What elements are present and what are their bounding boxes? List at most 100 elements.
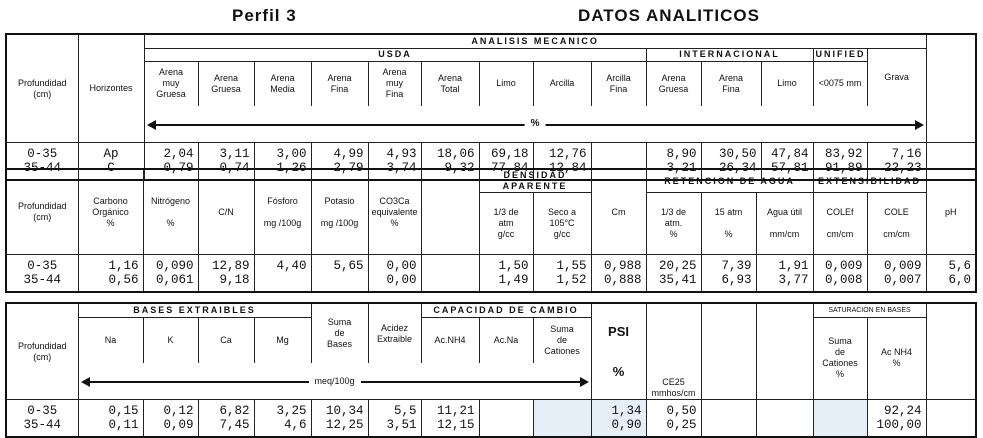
header-col-5: Potasio mg /100g (310, 168, 369, 255)
header-blank (700, 302, 757, 400)
header-col-7: Ac.NH4 (420, 317, 480, 363)
cell-value: 0,009 (884, 259, 922, 273)
s3-cell-2: 0,12 0,09 (142, 399, 199, 438)
header-blank (925, 33, 977, 143)
cell-value: Ap (103, 147, 119, 161)
s2-cell-2: 0,090 0,061 (142, 254, 199, 293)
arrow-right-icon (914, 120, 924, 130)
header-col-11: 1/3 de atm. % (645, 192, 702, 255)
header-col-14: Suma de Cationes % (812, 316, 868, 400)
cell-value: 7,39 (721, 259, 752, 273)
header-blank (925, 302, 977, 400)
header-col-6: Arena muy Fina (367, 61, 422, 106)
s3-cell-14 (812, 399, 868, 438)
cell-value: 1,55 (556, 259, 587, 273)
table-row: 0-35 35-44 0,15 0,11 0,12 0,09 6,82 7,45 3,25 4,6… (5, 399, 977, 438)
table-row: 0-35 35-44 1,16 0,56 0,090 0,061 12,89 9,18 4,40… (5, 254, 977, 293)
cell-value: 0,00 (386, 259, 417, 273)
group-bases-extraibles: BASES EXTRAIBLES (77, 302, 312, 318)
cell-value: 8,90 (666, 147, 697, 161)
arrow-left-icon (80, 377, 90, 387)
cell-value: 7,16 (891, 147, 922, 161)
s3-cell-10: 1,34 0,90 (590, 399, 647, 438)
header-blank (755, 302, 814, 400)
cell-value (596, 147, 642, 161)
unit-label: % (524, 117, 546, 131)
header-ce25: CE25 mmhos/cm (645, 302, 702, 400)
header-col-3: C/N (197, 168, 255, 255)
cell-value (817, 404, 863, 418)
header-col-9: Suma de Cationes (532, 317, 592, 363)
s3-cell-4: 3,25 4,6 (253, 399, 312, 438)
group-analisis-mecanico: ANALISIS MECANICO (143, 33, 927, 49)
cell-value (931, 404, 972, 418)
unit-arrow-percent: % (143, 106, 927, 143)
header-col-12: Arena Fina (700, 61, 762, 106)
s2-cell-10: 0,988 0,888 (590, 254, 647, 293)
header-col-4: Arena Media (253, 61, 312, 106)
cell-value: 0,007 (884, 273, 922, 287)
cell-value: 1,50 (498, 259, 529, 273)
header-grava: Grava (866, 48, 927, 106)
s2-cell-4: 4,40 (253, 254, 312, 293)
cell-value (537, 418, 587, 432)
header-col-6: CO3Ca equivalente % (367, 168, 422, 255)
group-capacidad-cambio: CAPACIDAD DE CAMBIO (420, 302, 592, 318)
header-col-13: Limo (760, 61, 814, 106)
header-col-8: Limo (478, 61, 534, 106)
cell-value: 0,008 (825, 273, 863, 287)
cell-value (426, 273, 475, 287)
header-col-14: <0075 mm (812, 61, 868, 106)
cell-value: 3,77 (778, 273, 809, 287)
s2-cell-16: 5,6 6,0 (925, 254, 977, 293)
exchange-bases-table: Profundidad (cm) BASES EXTRAIBLES Suma de … (5, 302, 978, 438)
cell-value: 0-35 (27, 147, 58, 161)
s3-cell-3: 6,82 7,45 (197, 399, 255, 438)
s2-cell-8: 1,50 1,49 (478, 254, 534, 293)
s2-cell-14: 0,009 0,008 (812, 254, 868, 293)
s2-cell-12: 7,39 6,93 (700, 254, 757, 293)
cell-value: 35-44 (23, 273, 61, 287)
s3-cell-13 (755, 399, 814, 438)
cell-value: 0,988 (604, 259, 642, 273)
cell-value: 83,92 (824, 147, 863, 161)
cell-value: 0,09 (163, 418, 194, 432)
s2-cell-0: 0-35 35-44 (5, 254, 79, 293)
cell-value (931, 147, 972, 161)
arrow-left-icon (146, 120, 156, 130)
header-col-1: Na (77, 317, 144, 363)
header-col-9: Arcilla (532, 61, 592, 106)
header-col-3: Arena Gruesa (197, 61, 255, 106)
s3-cell-15: 92,24 100,00 (866, 399, 927, 438)
cell-value: 4,40 (276, 259, 307, 273)
cell-value: 5,6 (948, 259, 972, 273)
cell-value: 10,34 (326, 404, 364, 418)
s2-cell-15: 0,009 0,007 (866, 254, 927, 293)
cell-value: 12,25 (326, 418, 364, 432)
group-usda: USDA (143, 47, 647, 62)
header-col-4: Fósforo mg /100g (253, 168, 312, 255)
header-col-10: Arcilla Fina (590, 61, 647, 106)
header-col-8: 1/3 de atm g/cc (478, 192, 534, 255)
cell-value: 12,76 (548, 147, 587, 161)
header-col-5: Arena Fina (310, 61, 369, 106)
cell-value: 0,061 (155, 273, 194, 287)
header-col-0: Profundidad (cm) (5, 168, 79, 255)
cell-value: 12,15 (437, 418, 475, 432)
cell-value: 0-35 (27, 259, 58, 273)
cell-value: 0,12 (163, 404, 194, 418)
group-densidad-aparente: DENSIDAD APARENTE (478, 168, 592, 193)
s3-cell-9 (532, 399, 592, 438)
arrow-right-icon (579, 377, 589, 387)
cell-value: 2,04 (163, 147, 194, 161)
cell-value: 0,50 (666, 404, 697, 418)
header-col-14: COLEf cm/cm (812, 192, 868, 255)
header-acidez: Acidez Extraible (367, 302, 422, 363)
cell-value (426, 259, 475, 273)
s3-cell-1: 0,15 0,11 (77, 399, 144, 438)
cell-value: 35-44 (23, 418, 61, 432)
header-col-9: Seco a 105°C g/cc (532, 192, 592, 255)
s3-cell-12 (700, 399, 757, 438)
cell-value: 6,82 (219, 404, 250, 418)
cell-value: 92,24 (884, 404, 922, 418)
